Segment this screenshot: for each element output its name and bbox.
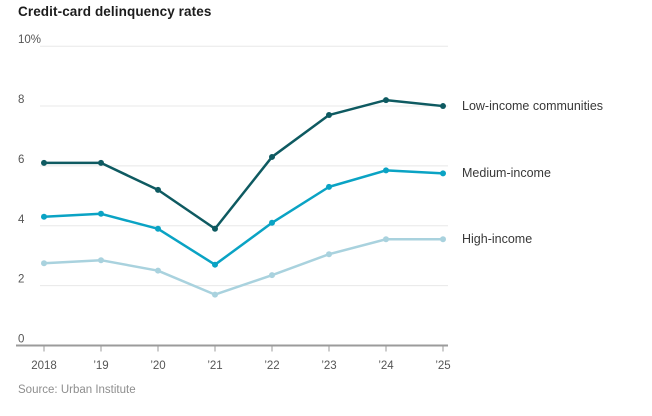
data-point-high-income: [41, 260, 47, 267]
data-point-high-income: [440, 236, 446, 243]
x-axis-tick-label: ’20: [150, 360, 165, 372]
data-point-low-income-communities: [212, 225, 218, 232]
data-point-medium-income: [269, 219, 275, 226]
y-axis-tick-label: 10%: [18, 34, 41, 46]
data-point-high-income: [155, 267, 161, 274]
series-line-high-income: [42, 237, 445, 296]
chart-title: Credit-card delinquency rates: [18, 4, 212, 19]
x-axis-tick-label: ’21: [207, 360, 222, 372]
y-axis-tick-label: 2: [18, 274, 24, 286]
data-point-medium-income: [155, 225, 161, 232]
data-point-low-income-communities: [440, 103, 446, 110]
x-axis-tick-label: ’23: [321, 360, 336, 372]
x-axis-tick-label: ’24: [378, 360, 394, 372]
y-axis-tick-label: 8: [18, 94, 24, 106]
data-point-low-income-communities: [155, 186, 161, 193]
series-label-high-income: High-income: [462, 232, 533, 247]
x-axis-tick-label: ’25: [435, 360, 450, 372]
data-point-low-income-communities: [383, 97, 389, 104]
data-point-low-income-communities: [269, 153, 275, 160]
y-axis-tick-label: 6: [18, 154, 24, 166]
data-point-medium-income: [440, 170, 446, 177]
data-point-high-income: [98, 257, 104, 264]
data-point-medium-income: [383, 167, 389, 174]
data-point-low-income-communities: [326, 112, 332, 119]
series-label-low-income-communities: Low-income communities: [462, 99, 604, 114]
x-axis-tick-label: ’19: [93, 360, 108, 372]
data-point-medium-income: [41, 213, 47, 220]
data-point-low-income-communities: [98, 159, 104, 166]
series-label-medium-income: Medium-income: [462, 166, 551, 181]
data-point-high-income: [269, 272, 275, 279]
source-note: Source: Urban Institute: [18, 384, 136, 396]
data-point-medium-income: [98, 210, 104, 217]
data-point-high-income: [212, 291, 218, 298]
y-axis-tick-label: 0: [18, 334, 24, 346]
series-line-medium-income: [42, 169, 445, 266]
x-axis-tick-label: 2018: [31, 360, 57, 372]
y-axis-tick-label: 4: [18, 214, 25, 226]
series-line-low-income-communities: [42, 98, 445, 231]
data-point-medium-income: [212, 261, 218, 268]
x-axis-tick-label: ’22: [264, 360, 279, 372]
data-point-medium-income: [326, 183, 332, 190]
data-point-low-income-communities: [41, 159, 47, 166]
data-point-high-income: [383, 236, 389, 243]
data-point-high-income: [326, 251, 332, 258]
